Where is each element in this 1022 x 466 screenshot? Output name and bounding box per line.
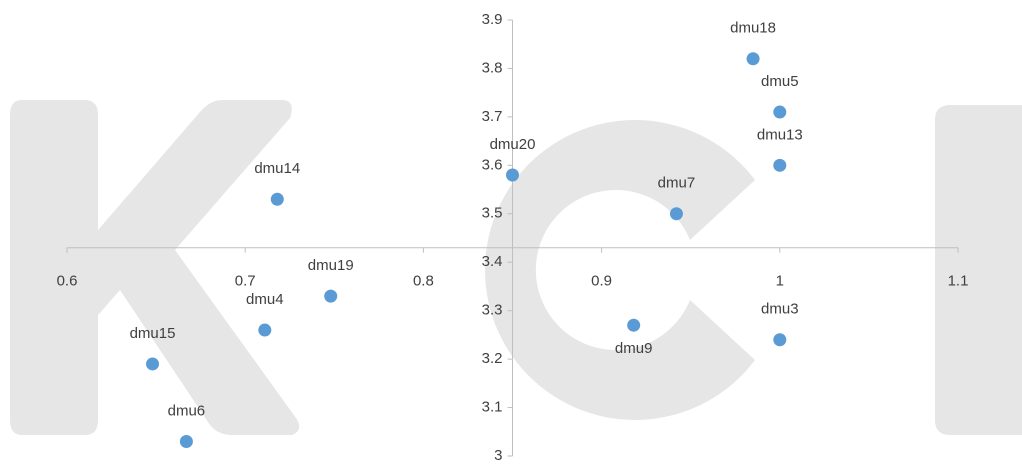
y-tick-label: 3.4	[482, 253, 503, 270]
x-tick-label: 0.6	[57, 273, 78, 290]
point-label: dmu9	[615, 340, 653, 357]
point	[773, 333, 786, 346]
point	[258, 324, 271, 337]
point	[146, 357, 159, 370]
chart: 0.6 0.7 0.8 0.9 1 1.1 3 3.1 3.2 3.3 3.4 3.5 3.6 3.7 3.…	[0, 0, 1022, 466]
point	[180, 435, 193, 448]
y-tick-label: 3.1	[482, 399, 503, 416]
point	[747, 52, 760, 65]
x-tick-label: 0.9	[591, 273, 612, 290]
point-label: dmu20	[490, 136, 536, 153]
point-label: dmu18	[730, 20, 776, 37]
x-tick-label: 0.7	[235, 273, 256, 290]
point-label: dmu7	[658, 175, 696, 192]
point-label: dmu4	[246, 291, 284, 308]
y-tick-label: 3.5	[482, 205, 503, 222]
y-tick-label: 3.8	[482, 59, 503, 76]
y-tick-label: 3.7	[482, 108, 503, 125]
point	[773, 106, 786, 119]
point-label: dmu15	[130, 325, 176, 342]
point	[773, 159, 786, 172]
point	[627, 319, 640, 332]
point	[670, 207, 683, 220]
point-label: dmu19	[308, 257, 354, 274]
page: {"chart_data": {"type": "scatter", "poin…	[0, 0, 1022, 466]
point-label: dmu5	[761, 73, 799, 90]
y-tick-label: 3.2	[482, 350, 503, 367]
point-label: dmu6	[168, 402, 206, 419]
x-tick-label: 1.1	[948, 273, 969, 290]
point-label: dmu13	[757, 126, 803, 143]
point	[271, 193, 284, 206]
y-tick-label: 3.9	[482, 11, 503, 28]
y-tick-label: 3	[494, 447, 502, 464]
point-label: dmu14	[254, 160, 300, 177]
y-tick-label: 3.6	[482, 156, 503, 173]
point	[324, 290, 337, 303]
x-tick-label: 1	[776, 273, 784, 290]
x-tick-label: 0.8	[413, 273, 434, 290]
point-label: dmu3	[761, 301, 799, 318]
y-tick-label: 3.3	[482, 302, 503, 319]
point	[506, 169, 519, 182]
